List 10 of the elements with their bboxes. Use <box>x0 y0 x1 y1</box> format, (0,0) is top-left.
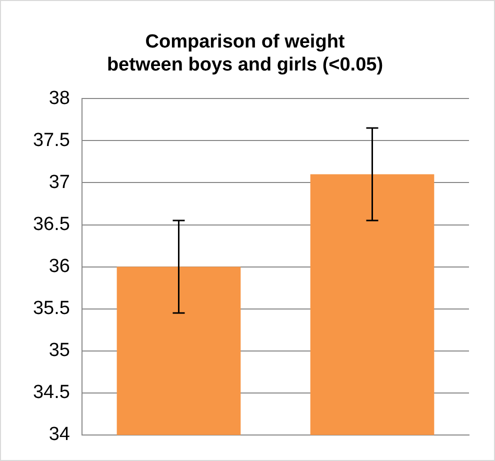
chart-title: Comparison of weight between boys and girls (<0.05) <box>106 32 384 76</box>
y-tick-label: 36.5 <box>32 214 70 235</box>
y-tick-label: 37.5 <box>32 130 70 151</box>
y-tick-label: 35.5 <box>32 298 70 320</box>
y-tick-label: 34.5 <box>32 382 70 404</box>
y-tick-label: 36 <box>48 256 70 278</box>
y-tick-label: 35 <box>48 340 70 362</box>
y-tick-label: 34 <box>48 424 70 446</box>
y-tick-label: 38 <box>48 88 70 109</box>
y-tick-label: 37 <box>48 172 70 193</box>
